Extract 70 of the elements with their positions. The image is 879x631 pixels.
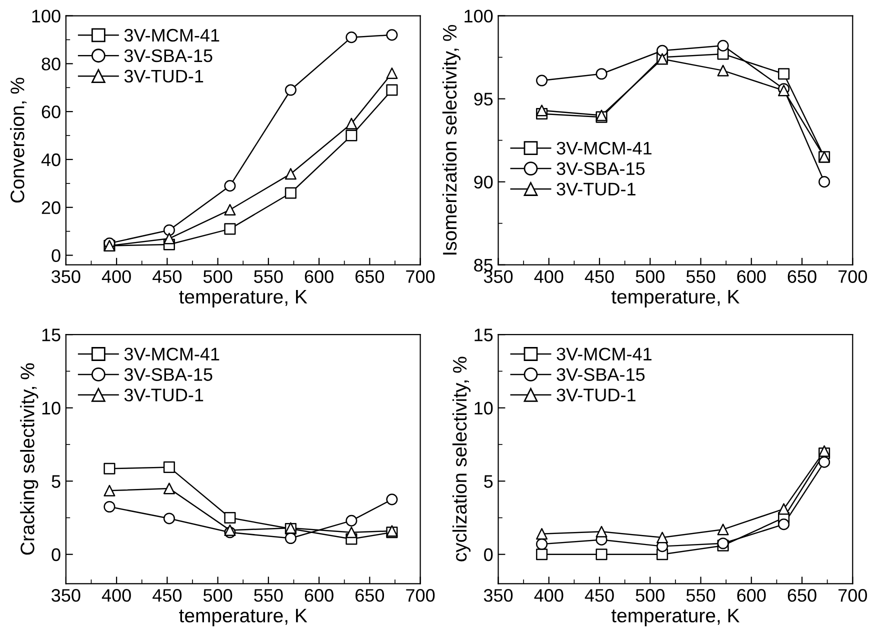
legend-label: 3V-MCM-41 (124, 28, 220, 42)
x-tick-label: 450 (584, 589, 614, 602)
y-tick-label: 0 (52, 249, 60, 262)
legend-label: 3V-TUD-1 (124, 70, 204, 83)
x-tick-label: 700 (406, 270, 435, 283)
x-tick-label: 550 (254, 589, 283, 602)
x-tick-label: 400 (102, 270, 131, 283)
x-tick-label: 650 (788, 270, 816, 283)
y-tick-label: 5 (484, 475, 493, 488)
y-tick-label: 0 (484, 548, 493, 562)
x-tick-label: 500 (203, 589, 232, 602)
y-tick-label: 15 (474, 328, 493, 342)
y-tick-label: 100 (32, 10, 60, 22)
x-tick-label: 450 (152, 589, 182, 602)
x-axis-title: temperature, K (179, 290, 308, 308)
x-tick-label: 650 (356, 270, 384, 283)
legend-label: 3V-TUD-1 (124, 388, 204, 402)
x-tick-label: 500 (636, 270, 664, 283)
x-axis-title: temperature, K (611, 608, 740, 626)
x-tick-label: 600 (737, 270, 766, 283)
legend-label: 3V-MCM-41 (556, 348, 652, 360)
x-tick-label: 350 (52, 589, 80, 602)
y-tick-label: 60 (42, 106, 60, 118)
y-tick-label: 95 (474, 92, 493, 106)
y-axis-title: Isomerization selectivity, % (442, 25, 460, 254)
x-tick-label: 600 (737, 589, 766, 602)
x-tick-label: 550 (686, 270, 716, 283)
y-tick-label: 100 (464, 10, 493, 22)
y-tick-label: 90 (474, 176, 493, 189)
x-tick-label: 650 (356, 589, 384, 602)
x-axis-title: temperature, K (611, 290, 740, 308)
x-tick-label: 700 (406, 589, 435, 602)
x-tick-label: 700 (838, 589, 867, 602)
x-tick-label: 550 (254, 270, 283, 283)
y-tick-label: 5 (52, 475, 60, 488)
legend-label: 3V-SBA-15 (556, 162, 645, 176)
x-tick-label: 600 (304, 270, 334, 283)
x-tick-label: 650 (788, 589, 816, 602)
y-tick-label: 0 (52, 548, 60, 562)
x-tick-label: 500 (636, 589, 664, 602)
x-tick-label: 400 (102, 589, 131, 602)
y-axis-title: Cracking selectivity, % (20, 363, 38, 555)
y-tick-label: 10 (474, 402, 493, 415)
y-tick-label: 20 (42, 201, 60, 214)
x-tick-label: 400 (534, 589, 564, 602)
x-tick-label: 350 (52, 270, 80, 283)
legend-label: 3V-SBA-15 (124, 49, 212, 62)
y-tick-label: 80 (42, 58, 60, 70)
legend-label: 3V-MCM-41 (124, 348, 220, 360)
legend-label: 3V-TUD-1 (556, 182, 636, 196)
y-tick-label: 10 (42, 402, 60, 415)
x-tick-label: 450 (152, 270, 182, 283)
y-tick-label: 85 (474, 258, 493, 272)
legend-label: 3V-TUD-1 (556, 388, 636, 402)
x-tick-label: 450 (584, 270, 614, 283)
x-axis-title: temperature, K (179, 608, 308, 626)
y-axis-title: Conversion, % (10, 78, 27, 203)
y-tick-label: 40 (41, 153, 60, 166)
legend-label: 3V-SBA-15 (556, 368, 645, 381)
x-tick-label: 350 (484, 270, 513, 283)
x-tick-label: 550 (686, 589, 716, 602)
y-axis-title: cyclization selectivity, % (452, 356, 471, 562)
y-tick-label: 15 (42, 328, 60, 342)
x-tick-label: 350 (484, 589, 513, 602)
x-tick-label: 700 (838, 270, 867, 283)
legend-label: 3V-MCM-41 (556, 142, 652, 155)
x-tick-label: 600 (304, 589, 334, 602)
x-tick-label: 400 (534, 270, 564, 283)
legend-label: 3V-SBA-15 (124, 368, 212, 381)
x-tick-label: 500 (203, 270, 232, 283)
